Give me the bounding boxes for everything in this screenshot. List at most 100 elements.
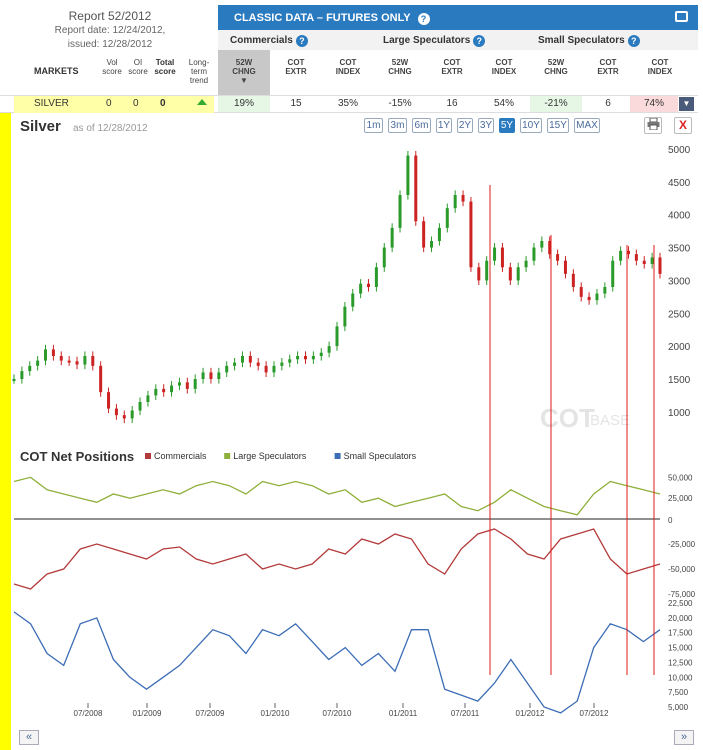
price-tick-label: 4500 bbox=[668, 178, 691, 189]
zero-label: 0 bbox=[668, 516, 673, 525]
market-name[interactable]: SILVER bbox=[34, 98, 69, 109]
x-tick-label: 07/2009 bbox=[196, 709, 225, 718]
candle-body bbox=[367, 283, 371, 287]
candle-body bbox=[579, 287, 583, 297]
small-index: 74% bbox=[630, 96, 678, 112]
cot-tick-label: 12,500 bbox=[668, 658, 693, 667]
candle-body bbox=[114, 408, 118, 416]
close-icon[interactable]: X bbox=[674, 117, 692, 134]
range-button-max[interactable]: MAX bbox=[574, 118, 600, 133]
watermark: BASE bbox=[590, 412, 630, 429]
com-cot-extr-header[interactable]: COT EXTR bbox=[285, 58, 307, 76]
question-mark-icon[interactable]: ? bbox=[473, 35, 486, 47]
com-cot-index-header[interactable]: COT INDEX bbox=[335, 58, 361, 76]
candle-body bbox=[256, 362, 260, 366]
chevron-down-icon[interactable]: ▼ bbox=[679, 97, 694, 111]
double-right-icon[interactable]: » bbox=[674, 730, 694, 745]
question-mark-icon[interactable]: ? bbox=[417, 13, 430, 25]
range-button-3m[interactable]: 3m bbox=[388, 118, 407, 133]
candle-body bbox=[59, 356, 63, 361]
range-button-3y[interactable]: 3Y bbox=[478, 118, 494, 133]
range-button-10y[interactable]: 10Y bbox=[520, 118, 542, 133]
candle-body bbox=[343, 306, 347, 327]
candle-body bbox=[634, 254, 638, 261]
group-large-label: Large Speculators bbox=[383, 35, 471, 46]
candle-body bbox=[650, 257, 654, 264]
candle-body bbox=[445, 208, 449, 228]
cot-tick-label: 5,000 bbox=[668, 703, 689, 712]
total-score-header: Total score bbox=[154, 58, 176, 76]
x-tick-label: 01/2009 bbox=[133, 709, 162, 718]
large-cot-extr-header[interactable]: COT EXTR bbox=[441, 58, 463, 76]
candle-body bbox=[626, 250, 630, 255]
candle-body bbox=[587, 296, 591, 301]
vol-score: 0 bbox=[106, 98, 112, 109]
range-button-1y[interactable]: 1Y bbox=[436, 118, 452, 133]
range-button-1m[interactable]: 1m bbox=[364, 118, 383, 133]
cot-tick-label: -25,000 bbox=[668, 540, 696, 549]
large-cot-index-header[interactable]: COT INDEX bbox=[491, 58, 517, 76]
x-tick-label: 07/2012 bbox=[580, 709, 609, 718]
com-52w-chng-header[interactable]: 52W CHNG ▼ bbox=[218, 50, 270, 95]
price-tick-label: 3500 bbox=[668, 244, 691, 255]
small-cot-extr-header[interactable]: COT EXTR bbox=[597, 58, 619, 76]
candle-body bbox=[311, 356, 315, 360]
cot-tick-label: 7,500 bbox=[668, 688, 689, 697]
candle-body bbox=[75, 361, 79, 365]
candle-body bbox=[603, 287, 607, 294]
candle-body bbox=[272, 365, 276, 373]
range-button-5y[interactable]: 5Y bbox=[499, 118, 515, 133]
report-title: Report 52/2012 bbox=[68, 9, 152, 23]
question-mark-icon[interactable]: ? bbox=[627, 35, 640, 47]
candle-body bbox=[193, 379, 197, 389]
price-tick-label: 1000 bbox=[668, 408, 691, 419]
large-52w-chng-header[interactable]: 52W CHNG bbox=[388, 58, 412, 76]
candle-body bbox=[563, 260, 567, 274]
printer-icon[interactable] bbox=[644, 117, 662, 134]
candle-body bbox=[461, 195, 465, 202]
candle-body bbox=[225, 365, 229, 373]
com-extr: 15 bbox=[290, 98, 302, 109]
candle-body bbox=[430, 241, 434, 248]
price-tick-label: 1500 bbox=[668, 375, 691, 386]
arrow-up-icon bbox=[197, 99, 207, 105]
range-button-15y[interactable]: 15Y bbox=[547, 118, 569, 133]
price-tick-label: 3000 bbox=[668, 276, 691, 287]
range-button-2y[interactable]: 2Y bbox=[457, 118, 473, 133]
cot-panel-title: COT Net Positions bbox=[20, 449, 134, 464]
total-score: 0 bbox=[160, 98, 166, 109]
small-52w-chng-header[interactable]: 52W CHNG bbox=[544, 58, 568, 76]
candle-body bbox=[185, 382, 189, 389]
table-row[interactable]: SILVER 0 0 0 19% 15 35% -15% 16 54% -21%… bbox=[0, 95, 698, 113]
candle-body bbox=[390, 227, 394, 248]
candle-body bbox=[374, 267, 378, 287]
candle-body bbox=[359, 283, 363, 294]
cot-tick-label: 22,500 bbox=[668, 599, 693, 608]
selection-indicator bbox=[0, 113, 11, 750]
candle-body bbox=[469, 201, 473, 268]
price-tick-label: 4000 bbox=[668, 211, 691, 222]
candle-body bbox=[611, 260, 615, 287]
small-cot-index-header[interactable]: COT INDEX bbox=[647, 58, 673, 76]
printer-icon[interactable] bbox=[675, 11, 688, 22]
candle-body bbox=[146, 395, 150, 402]
candle-body bbox=[485, 260, 489, 281]
candle-body bbox=[319, 352, 323, 356]
series-line bbox=[13, 528, 661, 590]
report-info: Report 52/2012 Report date: 12/24/2012, … bbox=[0, 0, 220, 58]
candle-body bbox=[406, 155, 410, 195]
double-left-icon[interactable]: « bbox=[19, 730, 39, 745]
cot-tick-label: -50,000 bbox=[668, 565, 696, 574]
classic-data-header: CLASSIC DATA – FUTURES ONLY ? bbox=[218, 5, 698, 30]
candle-body bbox=[36, 360, 40, 366]
markets-header: MARKETS bbox=[34, 66, 79, 76]
price-and-cot-chart: 1000 1500 2000 2500 3000 3500 4000 4500 5000 COTB… bbox=[12, 145, 696, 718]
candle-body bbox=[548, 241, 552, 255]
group-large-speculators: Large Speculators? bbox=[383, 35, 486, 47]
com-index: 35% bbox=[337, 98, 358, 109]
oi-score-header: OI score bbox=[128, 58, 148, 76]
candle-body bbox=[595, 293, 599, 301]
range-button-6m[interactable]: 6m bbox=[412, 118, 431, 133]
candle-body bbox=[99, 365, 103, 393]
question-mark-icon[interactable]: ? bbox=[295, 35, 308, 47]
